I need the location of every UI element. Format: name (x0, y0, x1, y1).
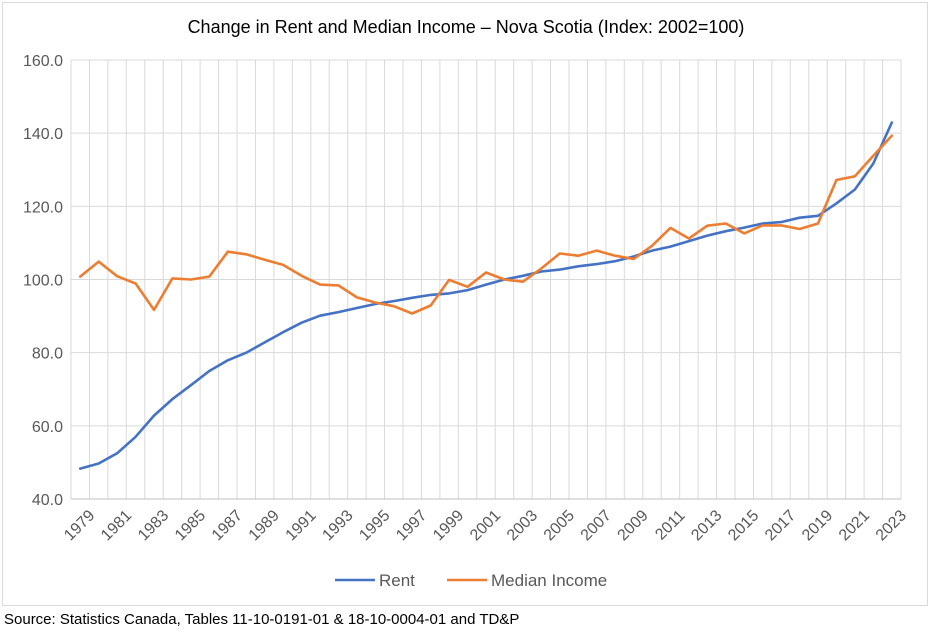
legend-label-rent: Rent (379, 571, 415, 590)
x-tick-label: 1997 (393, 507, 430, 544)
x-tick-label: 1987 (209, 507, 246, 544)
x-tick-label: 2005 (541, 507, 578, 544)
x-tick-label: 1995 (356, 507, 393, 544)
x-tick-label: 1983 (135, 507, 172, 544)
x-tick-label: 2017 (762, 507, 799, 544)
gridlines (70, 59, 902, 500)
chart-title: Change in Rent and Median Income – Nova … (188, 17, 745, 37)
x-tick-label: 2003 (504, 507, 541, 544)
y-tick-label: 100.0 (23, 273, 63, 290)
legend-label-median-income: Median Income (491, 571, 607, 590)
source-note: Source: Statistics Canada, Tables 11-10-… (4, 611, 520, 628)
x-tick-label: 2011 (652, 507, 688, 543)
x-tick-label: 2013 (688, 507, 725, 544)
x-tick-label: 1999 (430, 507, 467, 544)
y-tick-label: 120.0 (23, 199, 63, 216)
series-line-rent (78, 121, 894, 470)
chart-area: Change in Rent and Median Income – Nova … (2, 2, 928, 606)
series-lines (78, 121, 894, 470)
line-chart: Change in Rent and Median Income – Nova … (23, 17, 910, 590)
x-tick-label: 2021 (836, 507, 873, 544)
legend: Rent Median Income (335, 571, 607, 590)
x-tick-label: 1985 (172, 507, 209, 544)
y-tick-label: 80.0 (32, 346, 63, 363)
x-tick-label: 2009 (615, 507, 652, 544)
y-tick-label: 60.0 (32, 419, 63, 436)
y-tick-label: 40.0 (32, 492, 63, 509)
x-tick-label: 2007 (578, 507, 615, 544)
x-tick-label: 1979 (61, 507, 98, 544)
x-tick-label: 2015 (725, 507, 762, 544)
x-tick-label: 1981 (98, 507, 135, 544)
y-tick-label: 160.0 (23, 53, 63, 70)
x-tick-label: 2019 (799, 507, 836, 544)
series-line-median-income (78, 134, 894, 315)
x-tick-label: 2023 (873, 507, 910, 544)
x-tick-label: 2001 (467, 507, 504, 544)
x-tick-label: 1989 (246, 507, 283, 544)
x-tick-label: 1991 (283, 507, 320, 544)
x-tick-label: 1993 (319, 507, 356, 544)
y-tick-label: 140.0 (23, 126, 63, 143)
